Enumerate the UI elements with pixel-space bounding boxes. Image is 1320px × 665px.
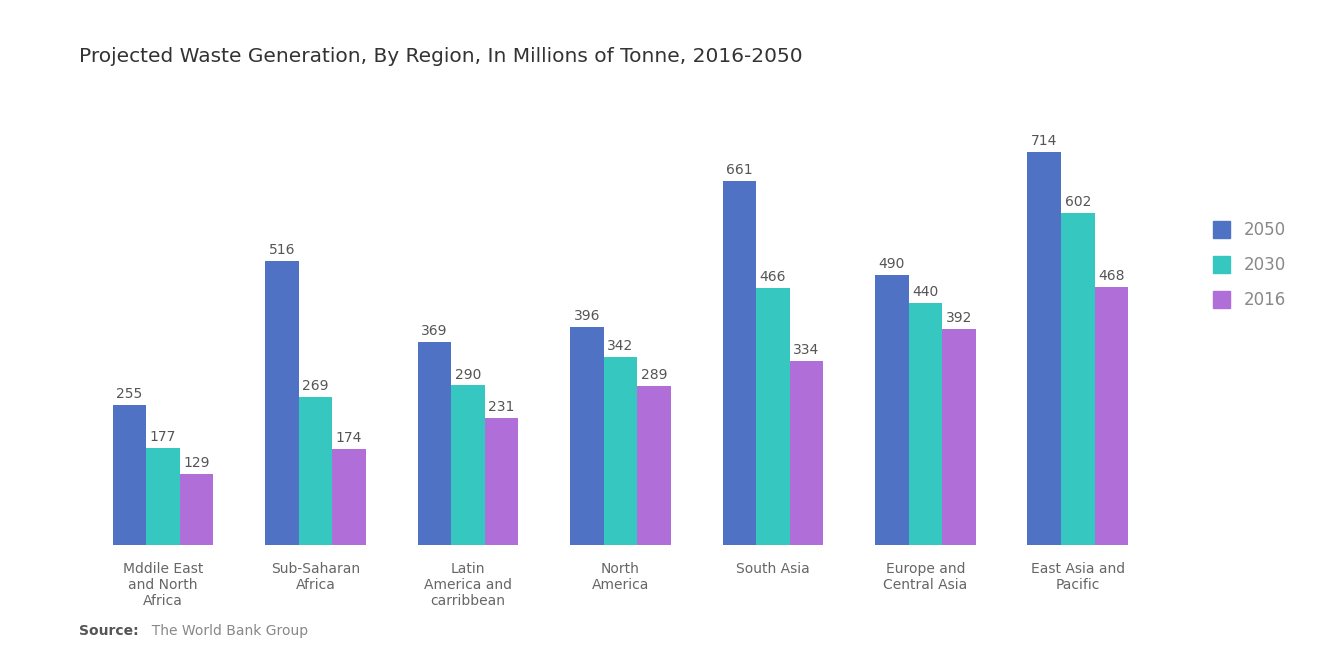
Bar bbox=[298, 397, 333, 545]
Bar bbox=[112, 405, 147, 545]
Bar bbox=[570, 327, 603, 545]
Text: 714: 714 bbox=[1031, 134, 1057, 148]
Text: 490: 490 bbox=[879, 257, 906, 271]
Text: 255: 255 bbox=[116, 387, 143, 401]
Text: 177: 177 bbox=[150, 430, 177, 444]
Text: 396: 396 bbox=[574, 309, 601, 323]
Bar bbox=[1027, 152, 1061, 545]
Text: 342: 342 bbox=[607, 339, 634, 353]
Bar bbox=[1094, 287, 1129, 545]
Text: 466: 466 bbox=[759, 271, 787, 285]
Bar bbox=[789, 361, 824, 545]
Text: 468: 468 bbox=[1098, 269, 1125, 283]
Text: The World Bank Group: The World Bank Group bbox=[143, 624, 308, 638]
Legend: 2050, 2030, 2016: 2050, 2030, 2016 bbox=[1205, 213, 1294, 317]
Text: 289: 289 bbox=[640, 368, 667, 382]
Text: 369: 369 bbox=[421, 324, 447, 338]
Bar bbox=[180, 474, 214, 545]
Text: Source:: Source: bbox=[79, 624, 139, 638]
Text: 440: 440 bbox=[912, 285, 939, 299]
Bar bbox=[333, 450, 366, 545]
Bar bbox=[147, 448, 180, 545]
Bar bbox=[265, 261, 298, 545]
Text: 290: 290 bbox=[455, 368, 480, 382]
Text: Projected Waste Generation, By Region, In Millions of Tonne, 2016-2050: Projected Waste Generation, By Region, I… bbox=[79, 47, 803, 66]
Bar bbox=[603, 356, 638, 545]
Text: 661: 661 bbox=[726, 163, 752, 177]
Text: 602: 602 bbox=[1064, 196, 1090, 209]
Bar bbox=[638, 386, 671, 545]
Bar bbox=[875, 275, 908, 545]
Text: 129: 129 bbox=[183, 456, 210, 470]
Text: 174: 174 bbox=[335, 432, 362, 446]
Text: 392: 392 bbox=[945, 311, 972, 325]
Bar bbox=[908, 303, 942, 545]
Text: 231: 231 bbox=[488, 400, 515, 414]
Text: 334: 334 bbox=[793, 343, 820, 357]
Text: 269: 269 bbox=[302, 379, 329, 393]
Bar bbox=[942, 329, 975, 545]
Bar bbox=[756, 289, 789, 545]
Bar bbox=[484, 418, 519, 545]
Bar bbox=[417, 342, 451, 545]
Bar bbox=[722, 181, 756, 545]
Bar bbox=[451, 386, 484, 545]
Text: 516: 516 bbox=[269, 243, 296, 257]
Bar bbox=[1061, 213, 1094, 545]
